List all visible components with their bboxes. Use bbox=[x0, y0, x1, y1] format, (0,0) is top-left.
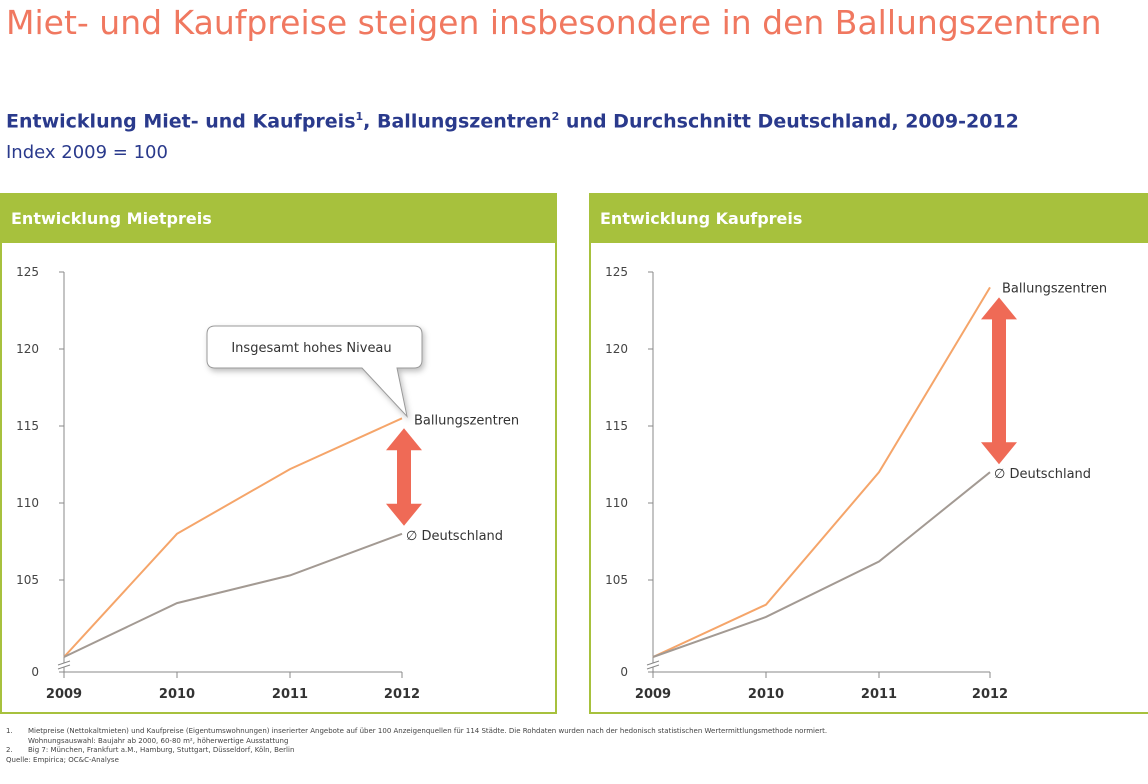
footnote-2: 2. Big 7: München, Frankfurt a.M., Hambur… bbox=[6, 746, 827, 756]
chart-mietpreis: 0 105 110 115 120 125 2009 2010 2011 2012 Ballungs… bbox=[16, 265, 519, 702]
chart-panel-mietpreis: Entwicklung Mietpreis 0 105 110 115 120 125 20… bbox=[0, 193, 557, 714]
gap-double-arrow bbox=[386, 428, 422, 526]
y-tick-label: 115 bbox=[16, 419, 39, 433]
y-tick-label: 120 bbox=[16, 342, 39, 356]
y-tick-label: 115 bbox=[605, 419, 628, 433]
page-title: Miet- und Kaufpreise steigen insbesonder… bbox=[6, 3, 1102, 42]
source-text: Quelle: Empirica; OC&C-Analyse bbox=[6, 755, 119, 764]
subtitle-part-1: Entwicklung Miet- und Kaufpreis bbox=[6, 110, 356, 133]
series-label-deutschland: ∅ Deutschland bbox=[994, 467, 1091, 482]
axis-break-mark bbox=[57, 660, 71, 670]
y-tick-label: 110 bbox=[605, 496, 628, 510]
x-tick-label: 2010 bbox=[159, 687, 195, 702]
series-label-ballungszentren: Ballungszentren bbox=[1002, 281, 1107, 296]
footnote-ref-2: 2 bbox=[551, 110, 560, 123]
chart-subtitle: Entwicklung Miet- und Kaufpreis1, Ballun… bbox=[6, 110, 1019, 132]
y-tick-label: 105 bbox=[16, 573, 39, 587]
x-tick-label: 2011 bbox=[861, 687, 897, 702]
footnote-1-continued: Wohnungsauswahl: Baujahr ab 2000, 60-80 … bbox=[6, 737, 827, 747]
footnote-number: 1. bbox=[6, 727, 13, 735]
gap-double-arrow bbox=[981, 297, 1017, 465]
x-tick-label: 2009 bbox=[46, 687, 82, 702]
series-label-ballungszentren: Ballungszentren bbox=[414, 413, 519, 428]
x-tick-label: 2012 bbox=[972, 687, 1008, 702]
subtitle-part-3: und Durchschnitt Deutschland, 2009-2012 bbox=[559, 110, 1019, 133]
footnote-text: Wohnungsauswahl: Baujahr ab 2000, 60-80 … bbox=[28, 736, 289, 745]
y-tick-label: 110 bbox=[16, 496, 39, 510]
y-tick-label: 120 bbox=[605, 342, 628, 356]
footnote-ref-1: 1 bbox=[355, 110, 364, 123]
index-note: Index 2009 = 100 bbox=[6, 142, 168, 163]
series-label-deutschland: ∅ Deutschland bbox=[406, 529, 503, 544]
series-line-ballungszentren bbox=[63, 417, 403, 658]
y-tick-label: 125 bbox=[16, 265, 39, 279]
y-tick-label: 0 bbox=[31, 665, 39, 679]
series-line-ballungszentren bbox=[652, 286, 991, 658]
y-tick-label: 0 bbox=[620, 665, 628, 679]
callout-text: Insgesamt hohes Niveau bbox=[231, 341, 391, 356]
panel-title-mietpreis: Entwicklung Mietpreis bbox=[2, 195, 555, 243]
subtitle-part-2: , Ballungszentren bbox=[363, 110, 552, 133]
series-line-deutschland bbox=[63, 532, 403, 658]
chart-panel-kaufpreis: Entwicklung Kaufpreis 0 105 110 115 120 125 20… bbox=[589, 193, 1148, 714]
series-line-deutschland bbox=[652, 471, 991, 658]
footnote-text: Big 7: München, Frankfurt a.M., Hamburg,… bbox=[28, 746, 295, 754]
x-tick-label: 2009 bbox=[635, 687, 671, 702]
chart-kaufpreis: 0 105 110 115 120 125 2009 2010 2011 2012 Ballungs… bbox=[605, 265, 1107, 702]
x-tick-label: 2010 bbox=[748, 687, 784, 702]
x-tick-label: 2012 bbox=[384, 687, 420, 702]
footnote-text: Mietpreise (Nettokaltmieten) und Kaufpre… bbox=[28, 727, 828, 735]
footnote-number: 2. bbox=[6, 746, 13, 754]
callout-bubble bbox=[206, 325, 423, 418]
source-note: Quelle: Empirica; OC&C-Analyse bbox=[6, 756, 827, 766]
footnotes: 1. Mietpreise (Nettokaltmieten) und Kaufp… bbox=[6, 727, 827, 765]
x-tick-label: 2011 bbox=[272, 687, 308, 702]
axis-break-mark bbox=[646, 660, 660, 670]
y-tick-label: 105 bbox=[605, 573, 628, 587]
footnote-1: 1. Mietpreise (Nettokaltmieten) und Kaufp… bbox=[6, 727, 827, 737]
panel-title-kaufpreis: Entwicklung Kaufpreis bbox=[591, 195, 1148, 243]
y-tick-label: 125 bbox=[605, 265, 628, 279]
